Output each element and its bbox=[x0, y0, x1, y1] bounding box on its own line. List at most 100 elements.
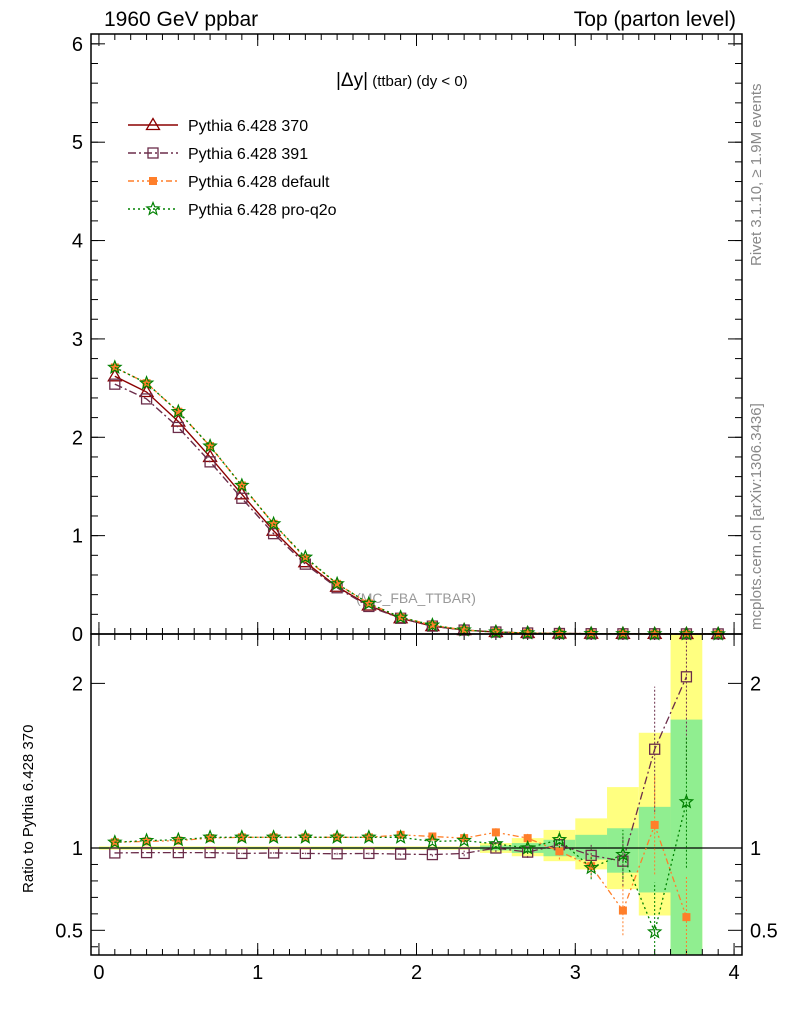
band-inner-segment bbox=[575, 834, 608, 860]
main-point bbox=[267, 528, 280, 540]
legend-marker bbox=[145, 117, 161, 131]
ratio-point bbox=[519, 839, 536, 855]
legend-label: Pythia 6.428 370 bbox=[188, 118, 308, 135]
legend-marker bbox=[149, 177, 157, 185]
ratio-point bbox=[363, 847, 375, 860]
main-axis-ticks: 0 1 2 3 4 5 6 bbox=[72, 34, 742, 646]
main-point bbox=[710, 625, 726, 641]
ratio-point bbox=[424, 833, 441, 849]
ratio-point bbox=[172, 846, 184, 859]
main-point bbox=[678, 625, 695, 641]
main-y-tick-label: 0 bbox=[72, 624, 83, 646]
main-point bbox=[361, 595, 377, 611]
ratio-point bbox=[649, 743, 661, 755]
legend-item: Pythia 6.428 391 bbox=[128, 146, 308, 163]
main-point bbox=[107, 359, 123, 375]
main-series-3 bbox=[107, 359, 726, 641]
ratio-point bbox=[331, 848, 343, 860]
main-point bbox=[138, 384, 155, 398]
main-point bbox=[107, 368, 123, 382]
ratio-point bbox=[267, 847, 280, 859]
ratio-point bbox=[456, 832, 472, 848]
plot-title: |Δy| (ttbar) (dy < 0) bbox=[336, 70, 468, 91]
main-point bbox=[297, 549, 314, 564]
main-point bbox=[301, 554, 310, 563]
legend-item: Pythia 6.428 pro-q2o bbox=[128, 200, 337, 219]
ratio-point bbox=[265, 829, 282, 844]
legend-label: Pythia 6.428 391 bbox=[188, 146, 308, 163]
main-point bbox=[646, 625, 663, 641]
ratio-uncertainty-bands bbox=[98, 634, 703, 955]
ratio-point bbox=[426, 848, 439, 861]
ratio-y-tick-label-right: 0.5 bbox=[750, 920, 778, 942]
main-y-tick-label: 1 bbox=[72, 526, 83, 548]
x-tick-label: 3 bbox=[570, 962, 581, 984]
main-point bbox=[234, 477, 250, 493]
main-point bbox=[204, 456, 216, 468]
legend-item: Pythia 6.428 default bbox=[128, 174, 330, 191]
main-point bbox=[140, 393, 153, 405]
ratio-axis-ticks: 0 1 2 3 4 0.5 0.5 1 1 2 2 bbox=[55, 634, 778, 984]
ratio-series-2 bbox=[107, 736, 695, 955]
ratio-point bbox=[491, 828, 500, 837]
main-point bbox=[170, 403, 187, 419]
ratio-point bbox=[361, 829, 377, 844]
legend-label: Pythia 6.428 pro-q2o bbox=[188, 202, 337, 219]
x-tick-label: 4 bbox=[728, 962, 739, 984]
main-point bbox=[109, 378, 121, 390]
legend-label: Pythia 6.428 default bbox=[188, 174, 330, 191]
ratio-point bbox=[583, 859, 599, 875]
ratio-point bbox=[682, 913, 691, 922]
ratio-series-group bbox=[107, 634, 695, 955]
main-point bbox=[170, 413, 186, 427]
main-point bbox=[236, 492, 248, 504]
ratio-point bbox=[521, 846, 534, 858]
plot-title-sub: (ttbar) (dy < 0) bbox=[368, 73, 468, 90]
ratio-point bbox=[458, 847, 470, 860]
ratio-point bbox=[234, 829, 250, 844]
main-point bbox=[424, 616, 441, 632]
main-y-tick-label: 2 bbox=[72, 427, 83, 449]
ratio-point bbox=[650, 820, 659, 829]
main-point bbox=[551, 625, 568, 641]
main-point bbox=[329, 575, 345, 591]
main-point bbox=[519, 624, 536, 640]
ratio-point bbox=[297, 829, 314, 844]
legend: Pythia 6.428 370 Pythia 6.428 391 Pythia 6… bbox=[128, 117, 337, 219]
ratio-point bbox=[618, 906, 627, 915]
header-right: Top (parton level) bbox=[573, 8, 736, 31]
main-y-tick-label: 6 bbox=[72, 34, 83, 56]
plot-title-main: |Δy| bbox=[336, 70, 368, 91]
main-y-tick-label: 5 bbox=[72, 132, 83, 154]
ratio-point bbox=[140, 846, 153, 859]
main-point bbox=[172, 421, 184, 434]
analysis-watermark: (MC_FBA_TTBAR) bbox=[356, 590, 476, 606]
ratio-point bbox=[202, 829, 218, 844]
ratio-point bbox=[551, 831, 568, 847]
ratio-y-tick-label-right: 1 bbox=[750, 838, 761, 860]
ratio-point bbox=[394, 848, 407, 860]
legend-marker bbox=[147, 147, 159, 159]
ratio-y-tick-label-right: 2 bbox=[750, 673, 761, 695]
ratio-point bbox=[138, 832, 155, 848]
ratio-y-tick-label: 1 bbox=[72, 838, 83, 860]
ratio-point bbox=[615, 846, 631, 862]
main-y-tick-label: 3 bbox=[72, 329, 83, 351]
ratio-point bbox=[236, 847, 248, 860]
ratio-point bbox=[329, 829, 345, 844]
ratio-y-tick-label: 2 bbox=[72, 673, 83, 695]
main-point bbox=[392, 609, 409, 624]
ratio-plot-frame bbox=[90, 633, 743, 956]
ratio-y-tick-label: 0.5 bbox=[55, 920, 83, 942]
main-point bbox=[456, 621, 472, 637]
ratio-point bbox=[488, 835, 504, 851]
ratio-point bbox=[680, 671, 693, 683]
ratio-point bbox=[646, 923, 663, 939]
main-point bbox=[583, 625, 599, 641]
main-y-tick-label: 4 bbox=[72, 231, 83, 253]
x-tick-label: 1 bbox=[252, 962, 263, 984]
ratio-point bbox=[107, 834, 123, 849]
x-tick-label: 0 bbox=[93, 962, 104, 984]
legend-item: Pythia 6.428 370 bbox=[128, 117, 308, 135]
